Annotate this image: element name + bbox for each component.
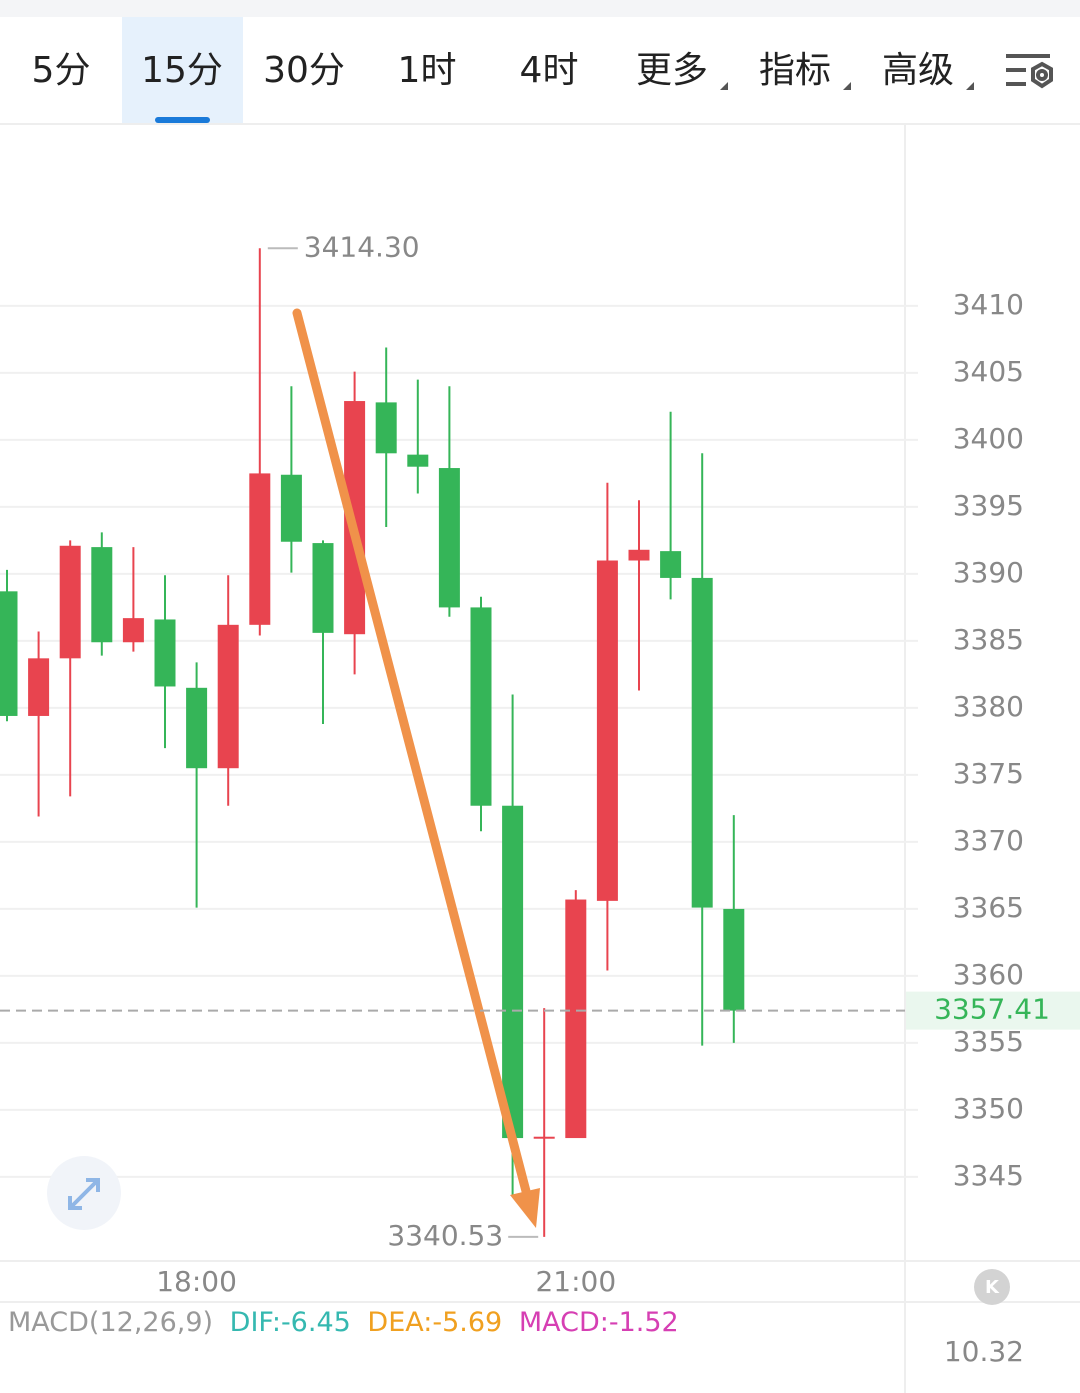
scroll-latest-icon: K — [985, 1277, 1000, 1298]
candle-body — [502, 805, 524, 1139]
y-tick-label: 3410 — [953, 288, 1024, 321]
indicator-name: MACD(12,26,9) — [8, 1307, 213, 1338]
high-marker-label: 3414.30 — [304, 230, 420, 263]
last-price-label: 3357.41 — [934, 993, 1050, 1026]
candle-body — [533, 1136, 555, 1139]
y-tick-label: 3365 — [953, 891, 1024, 924]
candle-body — [154, 619, 176, 687]
y-tick-label: 3345 — [953, 1159, 1024, 1192]
x-tick-label: 18:00 — [156, 1265, 237, 1298]
tab[interactable]: 高级 — [882, 50, 954, 91]
active-tab-bg — [122, 17, 243, 123]
y-tick-label: 3375 — [953, 757, 1024, 790]
scroll-latest-button[interactable] — [974, 1269, 1010, 1305]
y-tick-label: 3380 — [953, 690, 1024, 723]
y-tick-label: 3350 — [953, 1092, 1024, 1125]
indicator-macd: MACD:-1.52 — [519, 1307, 679, 1338]
y-tick-label: 3390 — [953, 556, 1024, 589]
candle-body — [28, 658, 50, 716]
candle-body — [59, 545, 81, 659]
top-band — [0, 0, 1080, 17]
indicator-dea: DEA:-5.69 — [367, 1307, 502, 1338]
dropdown-caret — [720, 82, 728, 90]
candle-body — [375, 402, 397, 454]
tab[interactable]: 1时 — [398, 50, 457, 91]
candle-body — [628, 549, 650, 561]
indicator-line: MACD(12,26,9) DIF:-6.45 DEA:-5.69 MACD:-… — [8, 1307, 679, 1338]
candle-body — [91, 547, 113, 643]
y-tick-label: 3355 — [953, 1025, 1024, 1058]
trend-arrow — [292, 308, 540, 1228]
candle-body — [596, 560, 618, 901]
active-tab-underline — [155, 117, 210, 123]
expand-icon — [68, 1178, 100, 1210]
y-tick-label: 3360 — [953, 958, 1024, 991]
y-tick-label: 3385 — [953, 623, 1024, 656]
tab[interactable]: 4时 — [520, 50, 579, 91]
low-marker-label: 3340.53 — [387, 1219, 503, 1252]
candle-body — [438, 468, 460, 608]
candle-body — [312, 543, 334, 633]
indicator-axis-label: 10.32 — [944, 1335, 1024, 1368]
candle-body — [186, 687, 208, 769]
tab[interactable]: 30分 — [263, 50, 345, 91]
candle-body — [217, 624, 239, 769]
tab[interactable]: 15分 — [141, 50, 223, 91]
candle-body — [122, 618, 144, 643]
y-tick-label: 3400 — [953, 422, 1024, 455]
y-tick-label: 3405 — [953, 355, 1024, 388]
x-tick-label: 21:00 — [535, 1265, 616, 1298]
y-tick-label: 3395 — [953, 489, 1024, 522]
candle-body — [660, 551, 682, 578]
candle-body — [691, 577, 713, 908]
candle-body — [565, 899, 587, 1139]
last-price-box — [906, 991, 1080, 1030]
dropdown-caret — [966, 82, 974, 90]
candle-body — [723, 908, 745, 1011]
candle-body — [407, 454, 429, 467]
candle-body — [280, 474, 302, 542]
dropdown-caret — [843, 82, 851, 90]
indicator-dif: DIF:-6.45 — [230, 1307, 351, 1338]
candle-body — [0, 591, 18, 716]
settings-icon[interactable] — [1006, 54, 1053, 89]
tab[interactable]: 5分 — [32, 50, 91, 91]
candle-body — [249, 473, 271, 625]
tab[interactable]: 更多 — [636, 50, 708, 91]
candle-body — [470, 607, 492, 806]
y-tick-label: 3370 — [953, 824, 1024, 857]
tab[interactable]: 指标 — [759, 50, 831, 91]
